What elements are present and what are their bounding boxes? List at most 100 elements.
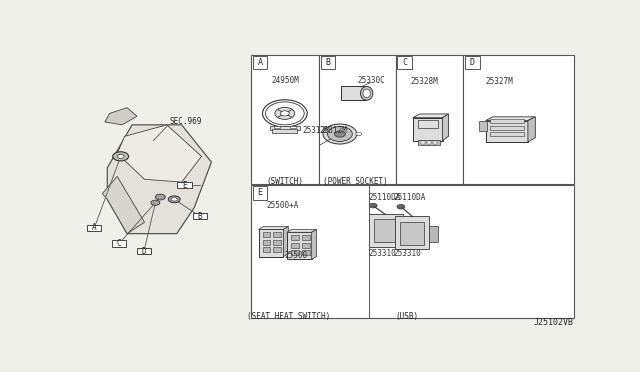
Text: E: E xyxy=(257,188,262,197)
Bar xyxy=(112,240,126,247)
Polygon shape xyxy=(284,227,289,257)
Text: 25327M: 25327M xyxy=(485,77,513,86)
Bar xyxy=(420,141,425,144)
Bar xyxy=(374,219,398,242)
Polygon shape xyxy=(413,114,449,118)
Text: A: A xyxy=(257,58,262,67)
Text: 25330C: 25330C xyxy=(358,76,385,85)
Polygon shape xyxy=(287,230,317,232)
Bar xyxy=(429,226,438,242)
Bar xyxy=(301,250,310,255)
Polygon shape xyxy=(312,230,317,260)
Bar xyxy=(479,121,486,131)
Bar xyxy=(251,185,573,318)
Circle shape xyxy=(397,205,405,209)
Polygon shape xyxy=(341,86,365,100)
Bar xyxy=(273,232,282,237)
Bar xyxy=(319,55,396,183)
Bar xyxy=(274,126,280,128)
Bar xyxy=(418,120,438,128)
Text: 24950M: 24950M xyxy=(271,76,299,85)
Ellipse shape xyxy=(328,126,352,141)
Bar xyxy=(413,118,443,141)
Bar xyxy=(490,119,524,124)
Text: (SWITCH): (SWITCH) xyxy=(266,177,303,186)
Bar xyxy=(321,55,335,69)
Bar xyxy=(262,247,271,252)
Polygon shape xyxy=(105,108,137,125)
Ellipse shape xyxy=(356,132,362,136)
Text: 25328M: 25328M xyxy=(411,77,438,86)
Bar xyxy=(193,213,207,219)
Bar xyxy=(403,224,412,240)
Bar xyxy=(396,55,463,183)
Text: 25500: 25500 xyxy=(284,251,307,260)
Bar xyxy=(427,141,431,144)
Bar xyxy=(287,232,312,260)
Bar xyxy=(290,126,296,128)
Circle shape xyxy=(168,196,180,203)
Text: 25110DA: 25110DA xyxy=(369,193,401,202)
Text: (POWER SOCKET): (POWER SOCKET) xyxy=(323,177,388,186)
Polygon shape xyxy=(528,117,535,142)
Text: 25312M: 25312M xyxy=(303,126,330,135)
Bar xyxy=(465,55,480,69)
Bar xyxy=(418,140,440,145)
Bar xyxy=(177,182,192,189)
Text: (SEAT HEAT SWITCH): (SEAT HEAT SWITCH) xyxy=(246,312,330,321)
Text: 253310: 253310 xyxy=(394,249,421,258)
Ellipse shape xyxy=(280,111,289,116)
Bar xyxy=(273,240,282,245)
Ellipse shape xyxy=(323,124,356,144)
Circle shape xyxy=(172,198,177,201)
Text: A: A xyxy=(92,223,97,232)
Bar xyxy=(253,55,268,69)
Text: SEC.969: SEC.969 xyxy=(169,117,202,126)
Text: (USB): (USB) xyxy=(396,312,419,321)
Bar xyxy=(251,55,319,183)
Bar xyxy=(262,232,271,237)
Bar xyxy=(262,240,271,245)
Ellipse shape xyxy=(363,89,371,97)
Circle shape xyxy=(113,152,129,161)
Bar xyxy=(490,126,524,130)
Polygon shape xyxy=(117,125,202,182)
Bar xyxy=(463,55,573,183)
Text: 25110DA: 25110DA xyxy=(394,193,426,202)
Bar xyxy=(486,121,528,142)
Text: E: E xyxy=(182,181,187,190)
Text: 25312M: 25312M xyxy=(319,126,347,135)
Text: B: B xyxy=(326,58,330,67)
Bar xyxy=(400,222,424,244)
Bar xyxy=(291,243,299,248)
Circle shape xyxy=(156,194,165,200)
Bar xyxy=(137,248,151,254)
Bar xyxy=(395,216,429,249)
Text: 25500+A: 25500+A xyxy=(266,201,298,209)
Bar xyxy=(270,126,300,130)
Bar xyxy=(301,243,310,248)
Bar xyxy=(253,186,268,200)
Bar xyxy=(490,132,524,136)
Bar xyxy=(273,129,297,133)
Bar xyxy=(259,230,284,257)
Text: J25102VB: J25102VB xyxy=(534,318,573,327)
Bar xyxy=(88,225,101,231)
Bar xyxy=(369,214,403,247)
Text: C: C xyxy=(117,239,122,248)
Polygon shape xyxy=(443,114,449,141)
Ellipse shape xyxy=(275,108,295,119)
Bar xyxy=(301,235,310,240)
Bar xyxy=(273,247,282,252)
Bar xyxy=(291,250,299,255)
Polygon shape xyxy=(259,227,289,230)
Polygon shape xyxy=(102,176,145,234)
Bar xyxy=(433,141,436,144)
Ellipse shape xyxy=(262,100,307,127)
Text: B: B xyxy=(198,212,202,221)
Text: D: D xyxy=(470,58,475,67)
Bar xyxy=(291,235,299,240)
Polygon shape xyxy=(486,117,535,121)
Polygon shape xyxy=(108,125,211,234)
Circle shape xyxy=(369,203,377,208)
